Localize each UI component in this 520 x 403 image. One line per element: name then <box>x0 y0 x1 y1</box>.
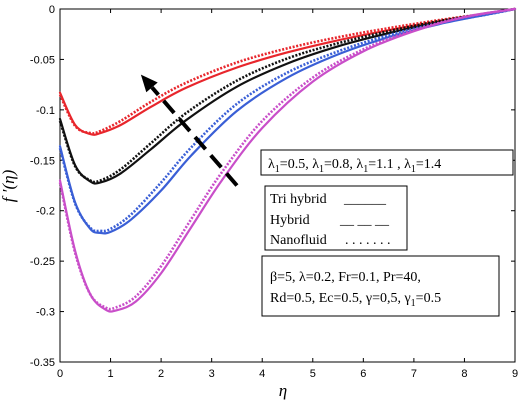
x-tick-label: 2 <box>158 368 164 380</box>
legend-hybrid: Hybrid <box>270 213 310 228</box>
x-tick-label: 3 <box>209 368 215 380</box>
y-tick-label: -0.3 <box>36 307 55 319</box>
lambda-box <box>260 149 514 176</box>
x-tick-label: 9 <box>512 368 518 380</box>
x-tick-label: 8 <box>461 368 467 380</box>
series-line-lambda-0-5-nanofluid <box>58 7 516 135</box>
y-axis-label: f ′(η) <box>0 169 18 202</box>
series-group <box>58 7 517 313</box>
series-line-lambda-0-8-nanofluid <box>58 7 516 184</box>
x-tick-label: 1 <box>107 368 113 380</box>
y-tick-label: 0 <box>49 4 55 16</box>
arrow-shaft <box>150 86 239 187</box>
trend-arrow <box>140 74 239 187</box>
x-tick-label: 7 <box>411 368 417 380</box>
legend-hybrid-line: __ __ __ <box>339 213 390 228</box>
x-tick-label: 0 <box>57 368 63 380</box>
y-tick-label: -0.35 <box>30 357 55 369</box>
axis-ticks: 0 1 2 3 4 5 6 7 8 9 0 -0.05 -0.1 -0.15 -0.2 -0.25 -0.3 -0… <box>30 4 518 380</box>
x-tick-label: 6 <box>360 368 366 380</box>
legend-nanofluid-line: . . . . . . . <box>345 233 391 248</box>
y-tick-label: -0.15 <box>30 155 55 167</box>
legend-tri-hybrid: Tri hybrid <box>270 192 327 207</box>
x-tick-label: 5 <box>310 368 316 380</box>
y-tick-label: -0.1 <box>36 105 55 117</box>
parameters-box <box>261 255 500 317</box>
y-tick-label: -0.25 <box>30 256 55 268</box>
x-tick-label: 4 <box>259 368 265 380</box>
arrow-head <box>140 74 158 93</box>
x-axis-label: η <box>279 381 287 400</box>
series-line-lambda-1-4-nanofluid <box>58 7 516 311</box>
legend-tri-hybrid-line: ______ <box>343 192 387 207</box>
y-tick-label: -0.2 <box>36 206 55 218</box>
legend-box <box>264 185 408 251</box>
legend-nanofluid: Nanofluid <box>270 233 327 248</box>
parameters-line-2: Rd=0.5, Ec=0.5, γ=0,5, γ1=0.5 <box>270 291 441 309</box>
parameters-line-1: β=5, λ=0.2, Fr=0.1, Pr=40, <box>270 270 421 285</box>
y-tick-label: -0.05 <box>30 54 55 66</box>
lambda-text: λ1=0.5, λ1=0.8, λ1=1.1 , λ1=1.4 <box>268 157 441 175</box>
